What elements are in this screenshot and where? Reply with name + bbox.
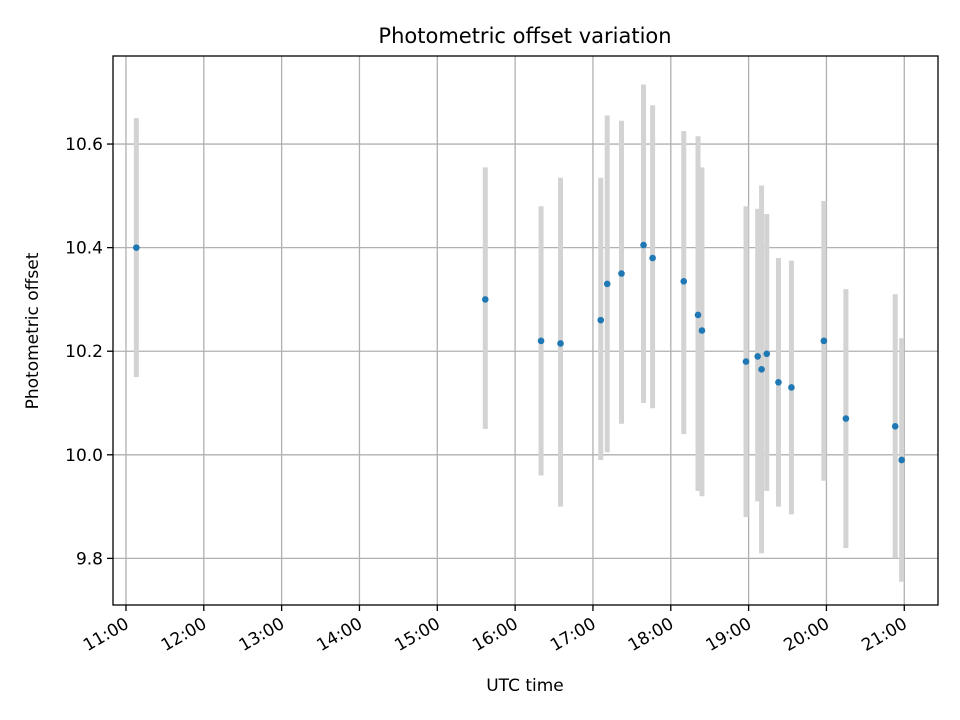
y-tick-label: 10.2 — [65, 342, 103, 362]
x-axis-label: UTC time — [486, 676, 564, 696]
x-tick-label: 19:00 — [703, 614, 755, 656]
plot-frame — [112, 55, 939, 606]
data-point — [649, 254, 656, 262]
x-tick-label: 18:00 — [625, 614, 677, 656]
data-point — [891, 423, 899, 430]
x-tick-label: 15:00 — [391, 614, 443, 656]
x-tick-label: 13:00 — [236, 614, 288, 656]
x-tick-label: 21:00 — [858, 614, 910, 656]
data-point — [481, 296, 489, 303]
data-point — [698, 327, 706, 334]
data-point — [775, 378, 782, 386]
y-tick-label: 9.8 — [76, 549, 103, 569]
x-tick-label: 20:00 — [781, 614, 833, 656]
chart-title: Photometric offset variation — [378, 24, 671, 48]
data-point — [820, 337, 828, 345]
grid — [113, 56, 938, 605]
x-tick-label: 14:00 — [314, 614, 366, 656]
data-point — [133, 244, 140, 251]
x-tick-label: 17:00 — [547, 614, 599, 656]
data-point — [898, 456, 905, 464]
data-point — [603, 280, 611, 288]
data-point — [537, 337, 545, 345]
data-point — [640, 241, 647, 249]
data-point — [694, 311, 702, 319]
data-point — [597, 316, 605, 324]
data-point — [763, 350, 771, 358]
data-point — [754, 353, 761, 360]
y-axis-label: Photometric offset — [23, 252, 43, 409]
data-point — [788, 384, 795, 391]
data-point — [742, 358, 750, 365]
data-point — [557, 340, 564, 347]
data-point — [680, 277, 688, 285]
data-point — [842, 415, 850, 422]
data-point — [618, 270, 625, 277]
data-point — [758, 366, 765, 373]
y-tick-label: 10.4 — [65, 239, 103, 259]
x-tick-label: 16:00 — [469, 614, 521, 656]
x-tick-label: 12:00 — [158, 614, 210, 656]
y-tick-label: 10.6 — [65, 135, 103, 155]
y-tick-label: 10.0 — [65, 446, 103, 466]
error-bars — [133, 84, 905, 582]
x-tick-label: 11:00 — [80, 614, 132, 656]
data-points — [133, 241, 905, 464]
axis-ticks: 11:00 12:00 13:00 14:00 15:00 16:00 17:00 18:00… — [65, 135, 911, 656]
